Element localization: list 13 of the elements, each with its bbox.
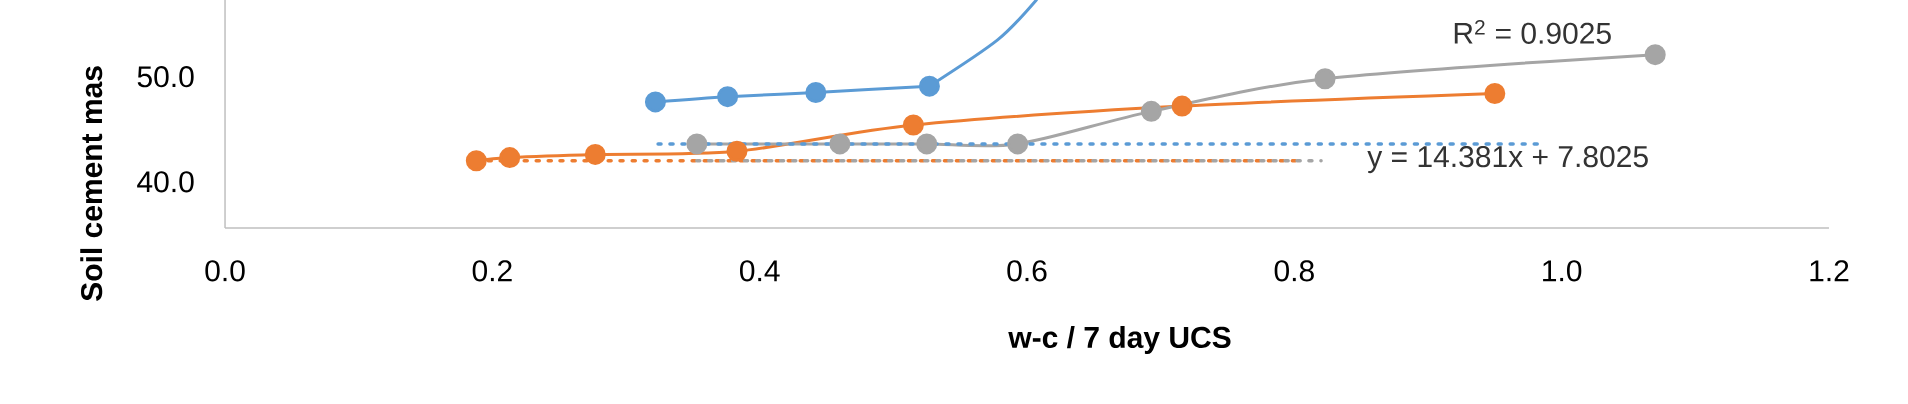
x-tick-label: 0.2 bbox=[472, 260, 512, 282]
x-tick-label: 0.0 bbox=[205, 260, 245, 282]
x-axis-title: w-c / 7 day UCS bbox=[1008, 326, 1231, 354]
y-axis-title: Soil cement mas bbox=[80, 66, 103, 301]
x-tick-label: 0.8 bbox=[1274, 260, 1314, 282]
annotation: y = 14.381x + 7.8025 bbox=[1367, 146, 1648, 174]
y-tick-label: 40.0 bbox=[137, 171, 194, 193]
annotation: R$^{2}$ = 0.9025 bbox=[1454, 19, 1611, 44]
y-tick-label: 50.0 bbox=[137, 66, 194, 88]
x-tick-label: 1.0 bbox=[1543, 260, 1582, 282]
x-tick-label: 0.6 bbox=[1007, 260, 1047, 282]
x-tick-label: 1.2 bbox=[1810, 260, 1849, 282]
x-tick-label: 0.4 bbox=[740, 260, 780, 282]
